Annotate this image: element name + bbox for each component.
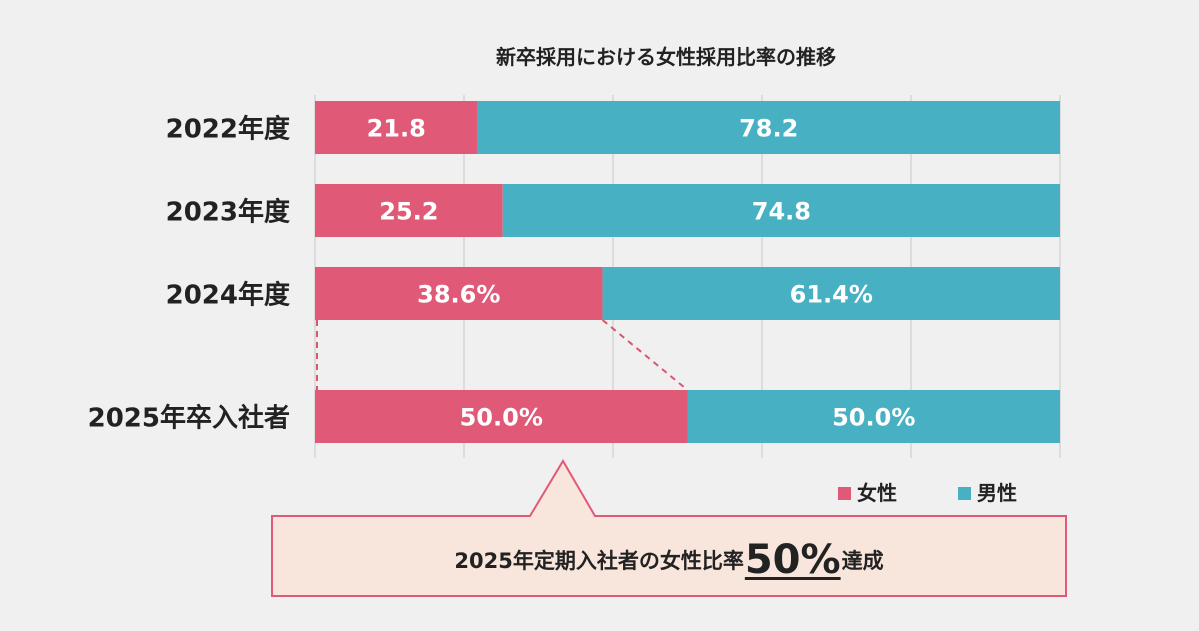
- category-label: 2024年度: [166, 280, 290, 311]
- bar-female: [315, 184, 503, 237]
- callout-suffix: 達成: [841, 549, 884, 573]
- bars: 21.8 78.2 25.2 74.8 38.6% 61.4% 50.0% 50.0%: [315, 101, 1060, 443]
- bar-female: [315, 390, 688, 443]
- category-label: 2022年度: [166, 114, 290, 145]
- data-label: 74.8: [752, 198, 811, 226]
- bar-male: [502, 184, 1060, 237]
- legend: 女性 男性: [838, 481, 1017, 505]
- bar-female: [315, 101, 478, 154]
- category-label: 2025年卒入社者: [88, 403, 290, 434]
- legend-swatch: [958, 487, 971, 500]
- bar-male: [477, 101, 1060, 154]
- category-labels: 2022年度 2023年度 2024年度 2025年卒入社者: [88, 114, 290, 434]
- bar-male: [687, 390, 1060, 443]
- legend-label: 男性: [977, 481, 1017, 505]
- legend-label: 女性: [857, 481, 897, 505]
- data-label: 78.2: [739, 115, 798, 143]
- callout-text: 2025年定期入社者の女性比率 50% 達成: [272, 528, 1066, 592]
- data-label: 61.4%: [790, 281, 873, 309]
- data-label: 21.8: [367, 115, 426, 143]
- data-label: 50.0%: [460, 404, 543, 432]
- connector-line: [601, 319, 689, 391]
- connector-lines: [316, 319, 689, 391]
- category-label: 2023年度: [166, 197, 290, 228]
- chart-title: 新卒採用における女性採用比率の推移: [496, 45, 836, 69]
- bar-male: [602, 267, 1060, 320]
- data-label: 25.2: [379, 198, 438, 226]
- legend-swatch: [838, 487, 851, 500]
- data-label: 50.0%: [832, 404, 915, 432]
- data-label: 38.6%: [417, 281, 500, 309]
- callout-prefix: 2025年定期入社者の女性比率: [454, 549, 744, 573]
- callout-box: [271, 459, 1067, 597]
- callout-highlight: 50%: [744, 537, 841, 583]
- callout-shape: [271, 459, 1067, 597]
- bar-female: [315, 267, 603, 320]
